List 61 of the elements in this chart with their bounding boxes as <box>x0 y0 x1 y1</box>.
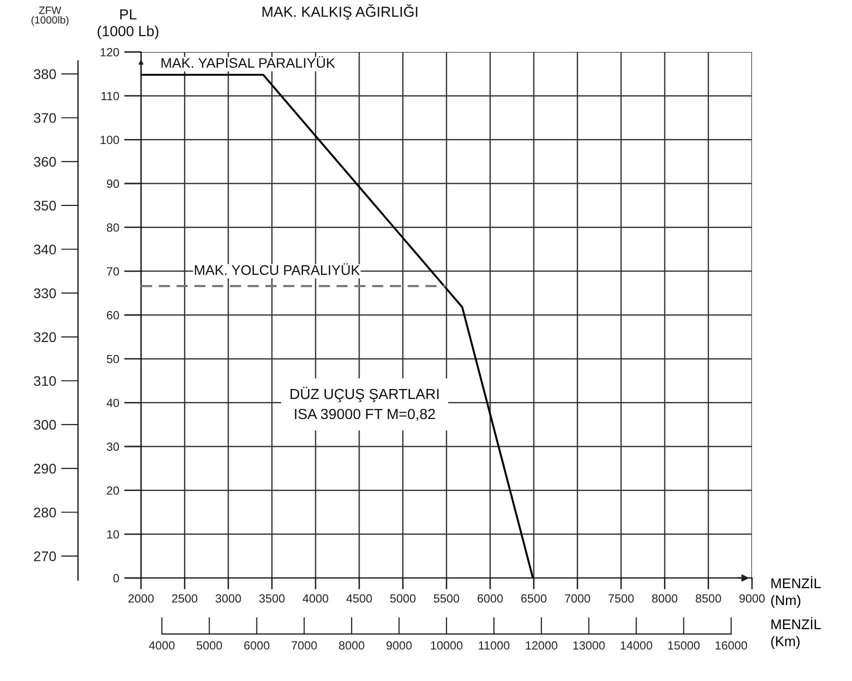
y-tick-label: 90 <box>106 180 120 188</box>
x2-tick-label: 9000 <box>386 641 412 650</box>
y-tick-label: 70 <box>106 267 120 276</box>
y-tick-label: 0 <box>113 574 120 582</box>
x-tick-label: 4500 <box>346 594 372 603</box>
x-tick-label: 9000 <box>739 594 765 603</box>
x2-tick-label: 10000 <box>430 641 462 650</box>
x-tick-label: 4000 <box>302 594 328 603</box>
chart-title: MAK. KALKIŞ AĞIRLIĞI <box>262 4 418 20</box>
x-tick-label: 2500 <box>172 594 198 603</box>
x2-tick-label: 11000 <box>478 641 510 650</box>
x2-tick-label: 15000 <box>668 641 700 650</box>
annotation: MAK. YAPISAL PARALIYÜK <box>162 56 336 68</box>
y2-tick-label: 270 <box>34 551 56 562</box>
y-tick-label: 60 <box>106 311 120 320</box>
x2-tick-label: 6000 <box>244 641 270 650</box>
x2-tick-label: 4000 <box>149 641 175 650</box>
y2-tick-label: 380 <box>34 69 56 80</box>
x-tick-label: 3500 <box>259 594 285 603</box>
series-label: MAK. YOLCU PARALIYÜK <box>194 263 360 275</box>
x-tick-label: 6500 <box>521 594 546 603</box>
y2-tick-label: 320 <box>34 332 56 342</box>
y2-axis-title: ZFW (1000lb) <box>32 6 68 26</box>
y-tick-label: 40 <box>106 398 120 408</box>
x2-tick-label: 5000 <box>196 641 222 650</box>
x2-tick-label: 13000 <box>573 641 605 650</box>
x-tick-label: 7500 <box>608 594 634 603</box>
x-tick-label: 6000 <box>478 594 503 603</box>
x2-tick-label: 14000 <box>620 641 652 650</box>
y-tick-label: 30 <box>106 442 120 451</box>
y2-tick-label: 340 <box>34 244 56 254</box>
x-tick-label: 8500 <box>696 594 722 603</box>
x-tick-label: 5000 <box>390 594 416 603</box>
annotation: DÜZ UÇUŞ ŞARTLARI ISA 39000 FT M=0,82 <box>290 386 439 421</box>
x-tick-label: 2000 <box>128 594 154 603</box>
x-tick-label: 7000 <box>564 594 590 603</box>
y2-tick-label: 310 <box>34 376 56 386</box>
y2-tick-label: 330 <box>34 288 56 298</box>
y-axis-title: PL (1000 Lb) <box>98 9 158 40</box>
y-tick-label: 100 <box>100 136 120 144</box>
y-tick-label: 110 <box>102 92 120 100</box>
x2-tick-label: 7000 <box>292 641 317 650</box>
y2-tick-label: 300 <box>34 420 56 430</box>
y-tick-label: 120 <box>100 48 120 56</box>
y2-tick-label: 290 <box>34 464 56 474</box>
x-tick-label: 5500 <box>434 594 460 603</box>
x-tick-label: 8000 <box>652 594 678 603</box>
y2-tick-label: 360 <box>34 156 56 167</box>
x-tick-label: 3000 <box>216 594 241 603</box>
x-axis-title: MENZİL (Nm) <box>771 576 821 608</box>
y2-tick-label: 280 <box>34 508 56 518</box>
x2-tick-label: 16000 <box>716 641 748 650</box>
y2-tick-label: 370 <box>34 113 56 123</box>
x2-tick-label: 12000 <box>526 641 558 650</box>
y2-tick-label: 350 <box>34 200 56 211</box>
x2-axis-title: MENZİL (Km) <box>771 617 821 649</box>
y-tick-label: 20 <box>106 486 120 495</box>
x2-tick-label: 8000 <box>339 641 364 650</box>
y-tick-label: 80 <box>106 223 120 232</box>
y-tick-label: 50 <box>106 354 120 364</box>
y-tick-label: 10 <box>107 530 120 539</box>
